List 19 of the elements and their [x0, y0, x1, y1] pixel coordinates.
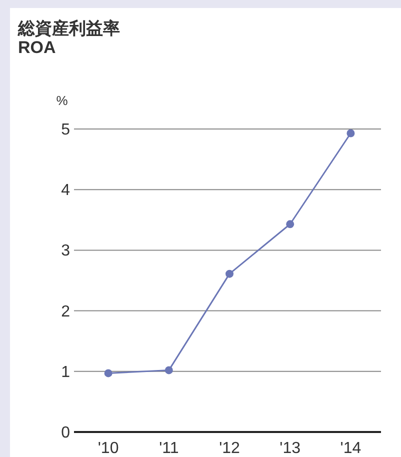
point — [104, 369, 112, 378]
point — [226, 270, 234, 278]
x-tick-label: '10 — [98, 440, 119, 457]
point — [164, 366, 173, 374]
y-tick-label: 4 — [61, 182, 70, 200]
y-tick-label: 5 — [61, 122, 70, 138]
y-tick-label: 0 — [61, 424, 70, 442]
x-tick-label: '11 — [159, 440, 179, 457]
chart-title: 総資産利益率 — [17, 19, 120, 38]
y-tick-label: 1 — [61, 364, 70, 381]
chart-subtitle: ROA — [18, 38, 56, 57]
point — [286, 220, 294, 228]
x-tick-label: '12 — [219, 440, 240, 457]
x-tick-label: '13 — [280, 440, 301, 457]
y-axis-title: % — [56, 93, 68, 108]
y-tick-label: 2 — [61, 303, 70, 320]
y-tick-label: 3 — [61, 242, 70, 260]
point — [346, 129, 355, 138]
x-tick-label: '14 — [340, 440, 362, 457]
